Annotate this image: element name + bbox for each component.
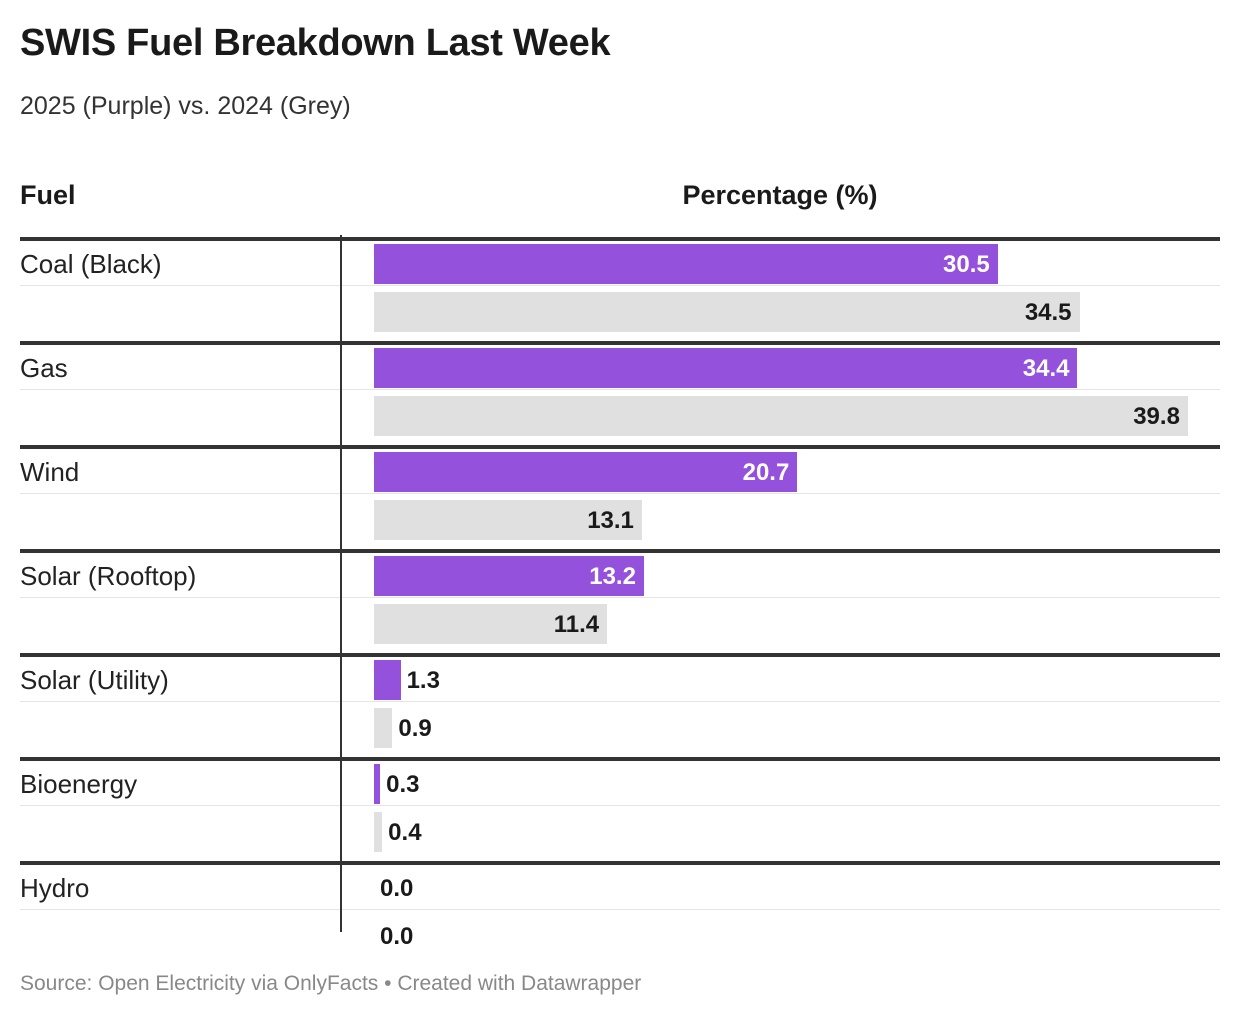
chart-subtitle: 2025 (Purple) vs. 2024 (Grey) xyxy=(20,92,351,120)
bar-row: 0.0 xyxy=(20,909,1220,957)
value-label: 0.9 xyxy=(398,715,432,742)
bar-row: Solar (Rooftop) 13.2 xyxy=(20,549,1220,597)
bar-row: Gas 34.4 xyxy=(20,341,1220,389)
row-separator xyxy=(20,805,1220,806)
fuel-group: Solar (Utility) 1.3 0.9 xyxy=(20,653,1220,753)
bar-2025 xyxy=(374,348,1078,388)
bar-row: 34.5 xyxy=(20,285,1220,333)
bar-2025 xyxy=(374,244,998,284)
bar-2024 xyxy=(374,604,608,644)
bar-2024 xyxy=(374,812,383,852)
value-label: 34.5 xyxy=(1024,299,1072,326)
bar-row: Solar (Utility) 1.3 xyxy=(20,653,1220,701)
fuel-label: Coal (Black) xyxy=(20,249,162,279)
value-label: 20.7 xyxy=(742,459,790,486)
fuel-group: Hydro 0.0 0.0 xyxy=(20,861,1220,961)
bar-row: Wind 20.7 xyxy=(20,445,1220,493)
fuel-group: Solar (Rooftop) 13.2 11.4 xyxy=(20,549,1220,649)
fuel-label: Solar (Utility) xyxy=(20,665,169,695)
fuel-label: Hydro xyxy=(20,873,90,903)
bar-2024 xyxy=(374,708,393,748)
row-separator xyxy=(20,493,1220,494)
value-label: 11.4 xyxy=(553,611,600,638)
fuel-group: Coal (Black) 30.5 34.5 xyxy=(20,237,1220,337)
value-label: 13.1 xyxy=(587,507,634,534)
value-label: 0.4 xyxy=(388,819,422,846)
row-separator xyxy=(20,285,1220,286)
group-divider xyxy=(20,757,1220,761)
column-divider xyxy=(340,235,342,932)
value-label: 0.3 xyxy=(386,771,420,798)
group-divider xyxy=(20,861,1220,865)
group-divider xyxy=(20,237,1220,241)
column-header-fuel: Fuel xyxy=(20,180,76,210)
row-separator xyxy=(20,909,1220,910)
row-separator xyxy=(20,389,1220,390)
fuel-group: Wind 20.7 13.1 xyxy=(20,445,1220,545)
group-divider xyxy=(20,445,1220,449)
group-divider xyxy=(20,341,1220,345)
bar-2024 xyxy=(374,396,1188,436)
value-label: 39.8 xyxy=(1133,403,1180,430)
bar-row: 0.9 xyxy=(20,701,1220,749)
bar-2024 xyxy=(374,292,1080,332)
group-divider xyxy=(20,549,1220,553)
bar-row: Coal (Black) 30.5 xyxy=(20,237,1220,285)
source-note: Source: Open Electricity via OnlyFacts •… xyxy=(20,972,642,995)
fuel-label: Gas xyxy=(20,353,68,383)
chart-title: SWIS Fuel Breakdown Last Week xyxy=(20,22,611,64)
bar-row: 11.4 xyxy=(20,597,1220,645)
bar-2025 xyxy=(374,660,401,700)
value-label: 0.0 xyxy=(380,875,414,902)
bar-2025 xyxy=(374,764,381,804)
fuel-label: Wind xyxy=(20,457,80,487)
value-label: 13.2 xyxy=(589,563,636,590)
group-divider xyxy=(20,653,1220,657)
bar-row: 13.1 xyxy=(20,493,1220,541)
column-header-percentage: Percentage (%) xyxy=(682,180,878,210)
fuel-group: Bioenergy 0.3 0.4 xyxy=(20,757,1220,857)
bar-row: 39.8 xyxy=(20,389,1220,437)
row-separator xyxy=(20,701,1220,702)
value-label: 0.0 xyxy=(380,923,414,950)
bar-row: Bioenergy 0.3 xyxy=(20,757,1220,805)
fuel-label: Bioenergy xyxy=(20,769,138,799)
value-label: 34.4 xyxy=(1022,355,1070,382)
bar-2024 xyxy=(374,500,642,540)
bar-row: 0.4 xyxy=(20,805,1220,853)
bar-row: Hydro 0.0 xyxy=(20,861,1220,909)
value-label: 30.5 xyxy=(943,251,990,278)
bar-table: Coal (Black) 30.5 34.5 Gas 34.4 39.8 Wind 20.7 1… xyxy=(20,233,1220,961)
fuel-label: Solar (Rooftop) xyxy=(20,561,197,591)
bar-2025 xyxy=(374,556,644,596)
value-label: 1.3 xyxy=(406,667,440,694)
fuel-group: Gas 34.4 39.8 xyxy=(20,341,1220,441)
bar-2025 xyxy=(374,452,798,492)
row-separator xyxy=(20,597,1220,598)
